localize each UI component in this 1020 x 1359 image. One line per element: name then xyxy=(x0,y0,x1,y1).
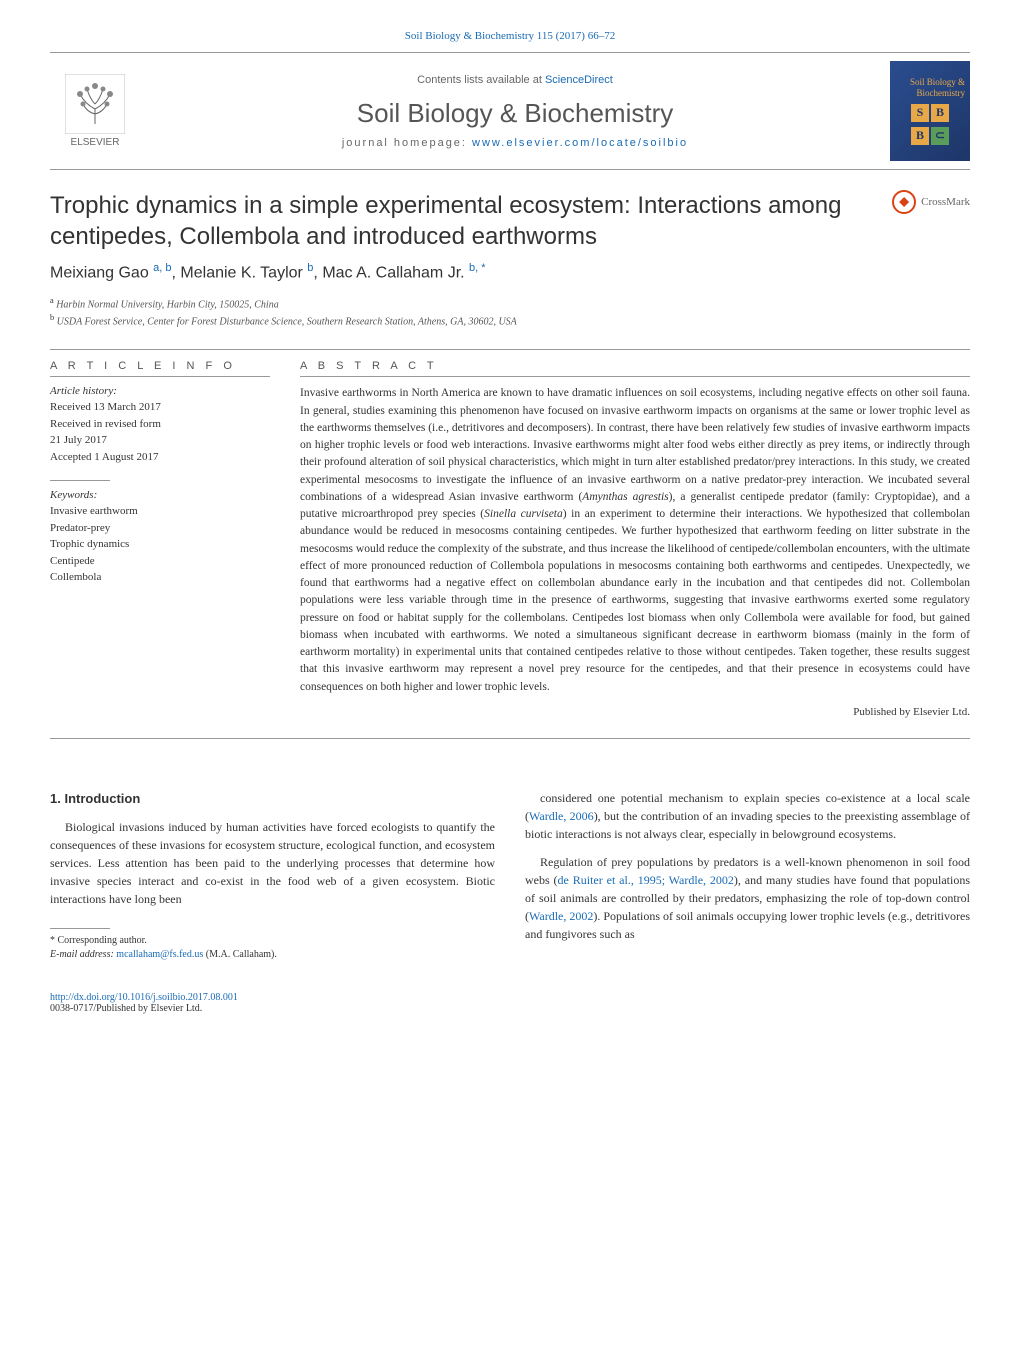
elsevier-logo: ELSEVIER xyxy=(50,66,140,156)
journal-homepage: journal homepage: www.elsevier.com/locat… xyxy=(140,137,890,149)
elsevier-text: ELSEVIER xyxy=(71,137,120,148)
footnote-separator xyxy=(50,928,110,929)
journal-header: ELSEVIER Contents lists available at Sci… xyxy=(50,52,970,170)
sciencedirect-link[interactable]: ScienceDirect xyxy=(545,74,613,86)
header-center: Contents lists available at ScienceDirec… xyxy=(140,74,890,149)
corresponding-author-footnote: * Corresponding author. E-mail address: … xyxy=(50,934,495,962)
citation-link[interactable]: Soil Biology & Biochemistry 115 (2017) 6… xyxy=(50,30,970,42)
journal-name: Soil Biology & Biochemistry xyxy=(140,98,890,129)
keyword-item: Invasive earthworm xyxy=(50,503,270,520)
body-paragraph: Regulation of prey populations by predat… xyxy=(525,853,970,943)
history-item: Received 13 March 2017 xyxy=(50,399,270,416)
keyword-item: Trophic dynamics xyxy=(50,536,270,553)
history-item: Accepted 1 August 2017 xyxy=(50,449,270,466)
abstract-header: A B S T R A C T xyxy=(300,360,970,377)
published-by: Published by Elsevier Ltd. xyxy=(300,706,970,718)
affiliations: a Harbin Normal University, Harbin City,… xyxy=(50,295,970,330)
abstract-content: Invasive earthworms in North America are… xyxy=(300,385,970,696)
column-right: considered one potential mechanism to ex… xyxy=(525,789,970,963)
history-item: 21 July 2017 xyxy=(50,432,270,449)
body-paragraph: considered one potential mechanism to ex… xyxy=(525,789,970,843)
article-title: Trophic dynamics in a simple experimenta… xyxy=(50,190,892,252)
divider xyxy=(50,738,970,739)
keyword-item: Collembola xyxy=(50,569,270,586)
issn-text: 0038-0717/Published by Elsevier Ltd. xyxy=(50,1003,970,1014)
history-item: Received in revised form xyxy=(50,416,270,433)
article-info: A R T I C L E I N F O Article history: R… xyxy=(50,360,270,718)
body-paragraph: Biological invasions induced by human ac… xyxy=(50,818,495,908)
keywords-label: Keywords: xyxy=(50,489,270,501)
page-footer: http://dx.doi.org/10.1016/j.soilbio.2017… xyxy=(50,992,970,1014)
journal-cover-icon: Soil Biology & Biochemistry SB B⊂ xyxy=(890,61,970,161)
keyword-item: Predator-prey xyxy=(50,520,270,537)
authors: Meixiang Gao a, b, Melanie K. Taylor b, … xyxy=(50,262,970,282)
divider xyxy=(50,349,970,350)
column-left: 1. Introduction Biological invasions ind… xyxy=(50,789,495,963)
elsevier-tree-icon xyxy=(65,74,125,134)
keyword-item: Centipede xyxy=(50,553,270,570)
homepage-link[interactable]: www.elsevier.com/locate/soilbio xyxy=(472,137,688,149)
email-link[interactable]: mcallaham@fs.fed.us xyxy=(116,949,203,960)
crossmark-badge[interactable]: CrossMark xyxy=(892,190,970,214)
crossmark-label: CrossMark xyxy=(921,196,970,208)
crossmark-icon xyxy=(892,190,916,214)
history-label: Article history: xyxy=(50,385,270,397)
article-info-header: A R T I C L E I N F O xyxy=(50,360,270,377)
doi-link[interactable]: http://dx.doi.org/10.1016/j.soilbio.2017… xyxy=(50,992,970,1003)
body-columns: 1. Introduction Biological invasions ind… xyxy=(50,789,970,963)
section-heading: 1. Introduction xyxy=(50,789,495,809)
contents-list: Contents lists available at ScienceDirec… xyxy=(140,74,890,86)
